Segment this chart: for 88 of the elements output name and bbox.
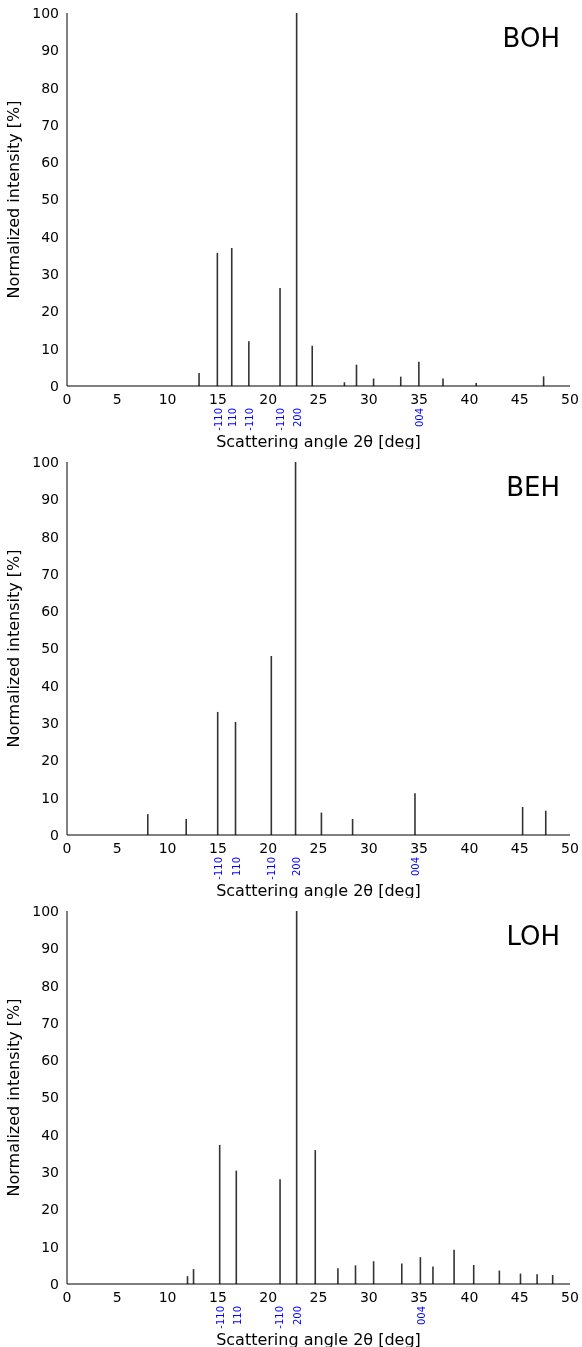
annotation: -110 — [274, 1306, 286, 1329]
y-tick-label: 30 — [41, 715, 59, 732]
x-tick-label: 35 — [410, 1288, 429, 1305]
annotation: 110 — [230, 857, 242, 877]
x-tick-label: 45 — [510, 390, 529, 407]
y-tick-label: 20 — [41, 303, 59, 320]
x-tick-label: 40 — [460, 839, 479, 856]
y-tick-label: 80 — [41, 977, 59, 994]
x-tick-label: 5 — [112, 1288, 122, 1305]
x-tick-label: 35 — [410, 839, 429, 856]
y-axis-title: Normalized intensity [%] — [4, 100, 23, 299]
x-tick-label: 5 — [112, 390, 122, 407]
y-axis-title: Normalized intensity [%] — [4, 549, 23, 748]
x-tick-label: 15 — [208, 839, 227, 856]
annotation: -110 — [266, 857, 278, 880]
annotation: 004 — [414, 408, 426, 428]
y-tick-label: 50 — [41, 191, 59, 208]
y-tick-label: 10 — [41, 789, 59, 806]
y-tick-label: 20 — [41, 752, 59, 769]
x-tick-label: 45 — [510, 839, 529, 856]
y-tick-label: 60 — [41, 603, 59, 620]
y-tick-label: 70 — [41, 116, 59, 133]
y-tick-label: 90 — [41, 491, 59, 508]
y-tick-label: 30 — [41, 266, 59, 283]
x-tick-label: 25 — [309, 839, 328, 856]
annotation: 004 — [410, 857, 422, 877]
x-tick-label: 50 — [561, 839, 579, 856]
chart-title: BEH — [506, 472, 560, 502]
annotation: 110 — [231, 1306, 243, 1326]
annotation: 110 — [226, 408, 238, 428]
x-tick-label: 30 — [359, 390, 378, 407]
y-tick-label: 0 — [50, 1275, 59, 1292]
x-tick-label: 50 — [561, 1288, 579, 1305]
x-tick-label: 40 — [460, 1288, 479, 1305]
x-tick-label: 35 — [410, 390, 429, 407]
x-tick-label: 0 — [62, 390, 72, 407]
y-tick-label: 100 — [32, 4, 59, 21]
x-tick-label: 30 — [359, 839, 378, 856]
y-tick-label: 90 — [41, 940, 59, 957]
x-tick-label: 40 — [460, 390, 479, 407]
y-tick-label: 50 — [41, 1089, 59, 1106]
annotation: 200 — [291, 408, 303, 428]
y-tick-label: 40 — [41, 677, 59, 694]
annotation: -110 — [244, 408, 256, 431]
y-tick-label: 10 — [41, 340, 59, 357]
y-tick-label: 70 — [41, 565, 59, 582]
y-tick-label: 100 — [32, 902, 59, 919]
x-tick-label: 25 — [309, 1288, 328, 1305]
annotation: -110 — [214, 1306, 226, 1329]
x-tick-label: 5 — [112, 839, 122, 856]
chart-title: LOH — [506, 921, 560, 951]
y-tick-label: 0 — [50, 826, 59, 843]
annotation: 004 — [415, 1306, 427, 1326]
annotation: 200 — [291, 1306, 303, 1326]
y-tick-label: 100 — [32, 453, 59, 470]
x-tick-label: 15 — [208, 1288, 227, 1305]
x-tick-label: 45 — [510, 1288, 529, 1305]
y-tick-label: 60 — [41, 1052, 59, 1069]
x-tick-label: 10 — [158, 839, 177, 856]
x-tick-label: 50 — [561, 390, 579, 407]
x-tick-label: 10 — [158, 390, 177, 407]
annotation: -110 — [275, 408, 287, 431]
y-tick-label: 80 — [41, 528, 59, 545]
x-tick-label: 0 — [62, 1288, 72, 1305]
y-tick-label: 60 — [41, 154, 59, 171]
x-tick-label: 20 — [259, 390, 278, 407]
x-tick-label: 10 — [158, 1288, 177, 1305]
y-tick-label: 30 — [41, 1164, 59, 1181]
y-tick-label: 40 — [41, 1126, 59, 1143]
x-tick-label: 30 — [359, 1288, 378, 1305]
annotation: -110 — [212, 408, 224, 431]
x-tick-label: 25 — [309, 390, 328, 407]
y-tick-label: 40 — [41, 228, 59, 245]
chart-title: BOH — [502, 23, 560, 53]
annotation: 200 — [290, 857, 302, 877]
x-tick-label: 20 — [259, 1288, 278, 1305]
y-tick-label: 10 — [41, 1238, 59, 1255]
y-tick-label: 0 — [50, 377, 59, 394]
x-tick-label: 0 — [62, 839, 72, 856]
y-tick-label: 80 — [41, 79, 59, 96]
annotation: -110 — [212, 857, 224, 880]
y-tick-label: 20 — [41, 1201, 59, 1218]
y-tick-label: 50 — [41, 640, 59, 657]
y-tick-label: 70 — [41, 1014, 59, 1031]
y-tick-label: 90 — [41, 42, 59, 59]
y-axis-title: Normalized intensity [%] — [4, 998, 23, 1197]
x-tick-label: 20 — [259, 839, 278, 856]
x-tick-label: 15 — [208, 390, 227, 407]
